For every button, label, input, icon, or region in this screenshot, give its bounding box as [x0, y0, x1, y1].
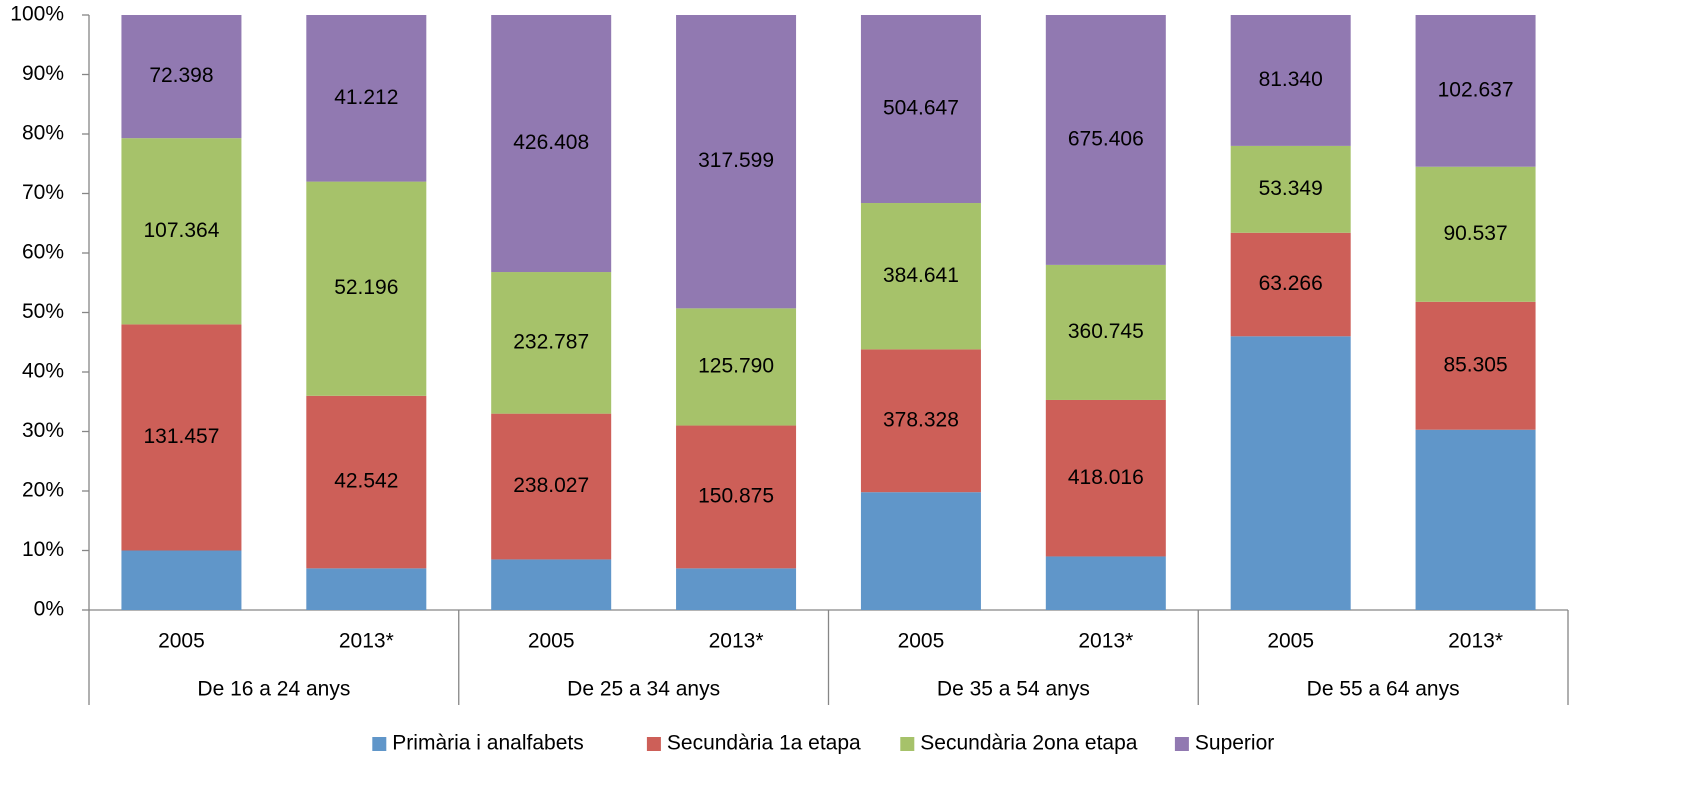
- bar-segment: [1415, 429, 1536, 610]
- x-tick-label: 2013*: [1078, 630, 1133, 653]
- bar-segment: [1230, 232, 1351, 337]
- data-label: 85.305: [1443, 353, 1507, 376]
- data-label: 232.787: [513, 330, 589, 353]
- x-tick-label: 2013*: [339, 630, 394, 653]
- bar-segment: [306, 181, 427, 396]
- legend-swatch: [1174, 737, 1189, 751]
- bar-segment: [1415, 301, 1536, 430]
- bar-segment: [121, 324, 242, 551]
- y-tick-label: 50%: [22, 300, 64, 323]
- bar-segment: [676, 15, 797, 309]
- bar-segment: [306, 568, 427, 610]
- bar-segment: [1230, 145, 1351, 233]
- data-label: 418.016: [1068, 466, 1144, 489]
- x-tick-label: 2005: [528, 630, 575, 653]
- bar-segment: [860, 349, 981, 493]
- data-label: 675.406: [1068, 127, 1144, 150]
- data-label: 81.340: [1259, 68, 1323, 91]
- y-tick-label: 100%: [10, 3, 64, 26]
- x-tick-label: 2013*: [709, 630, 764, 653]
- bar-segment: [306, 395, 427, 569]
- data-label: 131.457: [143, 425, 219, 448]
- y-tick-label: 90%: [22, 62, 64, 85]
- x-tick-label: 2005: [158, 630, 205, 653]
- x-tick-label: 2005: [1267, 630, 1314, 653]
- data-label: 150.875: [698, 484, 774, 507]
- data-label: 317.599: [698, 149, 774, 172]
- bar-segment: [491, 559, 612, 610]
- y-tick-label: 80%: [22, 122, 64, 145]
- data-label: 41.212: [334, 86, 398, 109]
- y-tick-label: 40%: [22, 360, 64, 383]
- bar-segment: [121, 138, 242, 325]
- bar-segment: [491, 272, 612, 414]
- x-tick-label: 2013*: [1448, 630, 1503, 653]
- data-label: 378.328: [883, 408, 959, 431]
- legend-swatch: [646, 737, 661, 751]
- y-tick-label: 0%: [34, 598, 64, 621]
- bar-segment: [1045, 15, 1166, 265]
- bar-segment: [491, 15, 612, 273]
- data-label: 53.349: [1259, 177, 1323, 200]
- bar-segment: [491, 413, 612, 560]
- data-label: 63.266: [1259, 272, 1323, 295]
- group-label: De 35 a 54 anys: [937, 678, 1090, 701]
- y-tick-label: 10%: [22, 538, 64, 561]
- data-label: 125.790: [698, 354, 774, 377]
- group-label: De 55 a 64 anys: [1307, 678, 1460, 701]
- data-label: 102.637: [1438, 78, 1514, 101]
- data-label: 504.647: [883, 97, 959, 120]
- legend-swatch: [372, 737, 387, 751]
- bar-segment: [121, 550, 242, 610]
- bar-segment: [676, 568, 797, 610]
- data-label: 42.542: [334, 470, 398, 493]
- y-tick-label: 70%: [22, 181, 64, 204]
- x-tick-label: 2005: [898, 630, 945, 653]
- legend-label: Secundària 2ona etapa: [920, 732, 1137, 755]
- legend-label: Secundària 1a etapa: [667, 732, 861, 755]
- data-label: 426.408: [513, 131, 589, 154]
- data-label: 72.398: [149, 64, 213, 87]
- legend-label: Superior: [1195, 732, 1274, 755]
- bar-segment: [121, 15, 242, 139]
- legend-label: Primària i analfabets: [392, 732, 583, 755]
- data-label: 384.641: [883, 264, 959, 287]
- bar-segment: [1045, 264, 1166, 400]
- data-label: 52.196: [334, 276, 398, 299]
- bar-segment: [306, 15, 427, 182]
- data-label: 90.537: [1443, 222, 1507, 245]
- bar-segment: [1230, 15, 1351, 146]
- legend-swatch: [900, 737, 915, 751]
- bar-segment: [1230, 336, 1351, 610]
- bar-segment: [1045, 399, 1166, 557]
- data-label: 238.027: [513, 474, 589, 497]
- group-label: De 16 a 24 anys: [197, 678, 350, 701]
- bar-segment: [1415, 15, 1536, 167]
- y-tick-label: 20%: [22, 479, 64, 502]
- bar-segment: [1045, 556, 1166, 610]
- data-label: 107.364: [143, 219, 219, 242]
- bar-segment: [860, 492, 981, 610]
- group-label: De 25 a 34 anys: [567, 678, 720, 701]
- bar-segment: [676, 425, 797, 569]
- bar-segment: [676, 308, 797, 426]
- y-tick-label: 60%: [22, 241, 64, 264]
- y-tick-label: 30%: [22, 419, 64, 442]
- bar-segment: [860, 203, 981, 350]
- bar-segment: [860, 15, 981, 204]
- bar-segment: [1415, 166, 1536, 302]
- data-label: 360.745: [1068, 320, 1144, 343]
